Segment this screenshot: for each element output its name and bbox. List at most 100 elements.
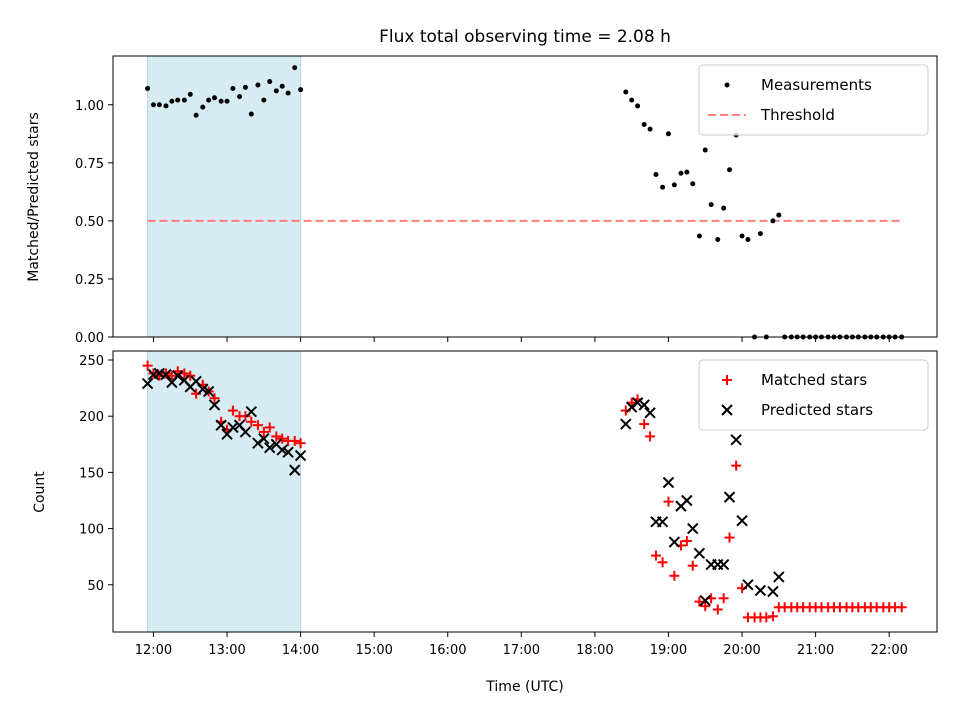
measurement-point (145, 86, 151, 92)
predicted-star-point (699, 594, 711, 607)
predicted-star-point (717, 558, 730, 571)
legend-item: Matched stars (722, 371, 867, 389)
matched-star-point (700, 601, 711, 612)
y-tick-label: 200 (79, 410, 104, 425)
measurement-point (660, 184, 666, 190)
predicted-star-point (662, 476, 675, 489)
measurement-point (721, 205, 727, 211)
measurement-point (224, 98, 230, 104)
y-tick-label: 0.00 (75, 331, 104, 346)
predicted-star-point (239, 426, 252, 438)
predicted-star-point (282, 446, 294, 458)
measurement-point (702, 147, 708, 153)
legend-label: Predicted stars (761, 401, 873, 419)
matched-star-point (639, 419, 650, 430)
observing-span-shade-bottom (147, 351, 302, 632)
matched-star-point (277, 433, 288, 444)
matched-star-point (731, 460, 742, 471)
measurement-point (206, 97, 212, 103)
predicted-star-point (656, 516, 669, 528)
measurement-point (671, 182, 677, 188)
measurement-point (273, 88, 279, 94)
predicted-star-point (730, 434, 742, 446)
top-y-ticks: 0.00 0.25 0.50 0.75 1.00 (75, 99, 113, 346)
measurement-point (678, 170, 684, 176)
y-tick-label: 1.00 (75, 99, 104, 114)
matched-star-point (185, 370, 196, 381)
observing-span-shade-top (147, 56, 302, 337)
measurement-point (757, 231, 763, 237)
predicted-star-point (172, 370, 184, 382)
matched-star-point (645, 431, 656, 442)
measurement-point (727, 167, 733, 173)
matched-star-point (681, 535, 692, 546)
y-tick-label: 100 (79, 523, 104, 538)
predicted-star-point (773, 571, 785, 583)
predicted-star-point (767, 585, 779, 598)
matched-star-point (289, 435, 300, 446)
measurement-point (169, 98, 175, 104)
predicted-star-point (208, 399, 221, 411)
measurement-point (776, 212, 782, 218)
measurement-point (193, 112, 199, 118)
matched-star-point (166, 370, 177, 381)
matched-star-point (142, 360, 153, 371)
predicted-star-point (289, 464, 301, 476)
top-legend: Measurements Threshold (698, 64, 929, 136)
predicted-star-point (160, 368, 172, 381)
matched-star-point (258, 426, 269, 437)
x-tick-label: 17:00 (503, 643, 540, 658)
top-x-ticks (152, 337, 890, 342)
measurement-point (708, 202, 714, 208)
count-panel: 12:00 13:00 14:00 15:00 16:00 17:00 18:00 19:00… (32, 350, 938, 695)
measurement-point (230, 86, 236, 92)
measurement-point (623, 89, 629, 95)
matched-star-point (227, 405, 238, 416)
ratio-panel: Flux total observing time = 2.08 h 0.00 0… (26, 27, 938, 346)
measurement-point (635, 103, 641, 109)
legend-marker (721, 404, 733, 416)
measurement-point (745, 236, 751, 242)
top-axes-frame (112, 55, 938, 338)
y-tick-label: 0.25 (75, 273, 104, 288)
measurement-point (248, 111, 254, 117)
predicted-star-point (197, 383, 209, 395)
predicted-star-point (736, 515, 748, 527)
predicted-star-point (215, 419, 227, 431)
legend-box (698, 64, 929, 136)
matched-star-point (767, 611, 778, 622)
matched-star-point (724, 532, 735, 543)
measurement-point (255, 82, 261, 88)
y-tick-label: 150 (79, 466, 104, 481)
measurement-point (279, 83, 285, 89)
x-tick-label: 18:00 (576, 643, 613, 658)
legend-box (698, 359, 929, 431)
legend-label: Threshold (760, 106, 835, 124)
measurement-point (629, 97, 635, 103)
matched-star-point (761, 612, 772, 623)
measurement-point (156, 102, 162, 108)
matched-star-point (694, 596, 705, 607)
bottom-legend: Matched stars Predicted stars (698, 359, 929, 431)
predicted-star-point (294, 449, 307, 462)
matched-star-point (687, 560, 698, 571)
measurement-point (770, 218, 776, 224)
measurement-point (696, 233, 702, 239)
bottom-y-ticks: 50 100 150 200 250 (79, 354, 113, 594)
x-tick-label: 21:00 (797, 643, 834, 658)
matched-star-point (209, 393, 220, 404)
predicted-star-point (245, 405, 258, 418)
matched-star-point (295, 438, 306, 449)
legend-marker (724, 82, 730, 88)
chart-title: Flux total observing time = 2.08 h (379, 27, 671, 47)
bottom-y-axis-label: Count (32, 471, 48, 513)
predicted-star-point (638, 399, 650, 411)
predicted-star-point (742, 579, 754, 591)
legend-item: Predicted stars (721, 401, 873, 419)
matched-star-point (246, 416, 257, 427)
measurement-point (163, 103, 169, 109)
predicted-star-point (668, 536, 681, 548)
predicted-star-point (620, 418, 632, 430)
predicted-star-point (754, 584, 767, 597)
